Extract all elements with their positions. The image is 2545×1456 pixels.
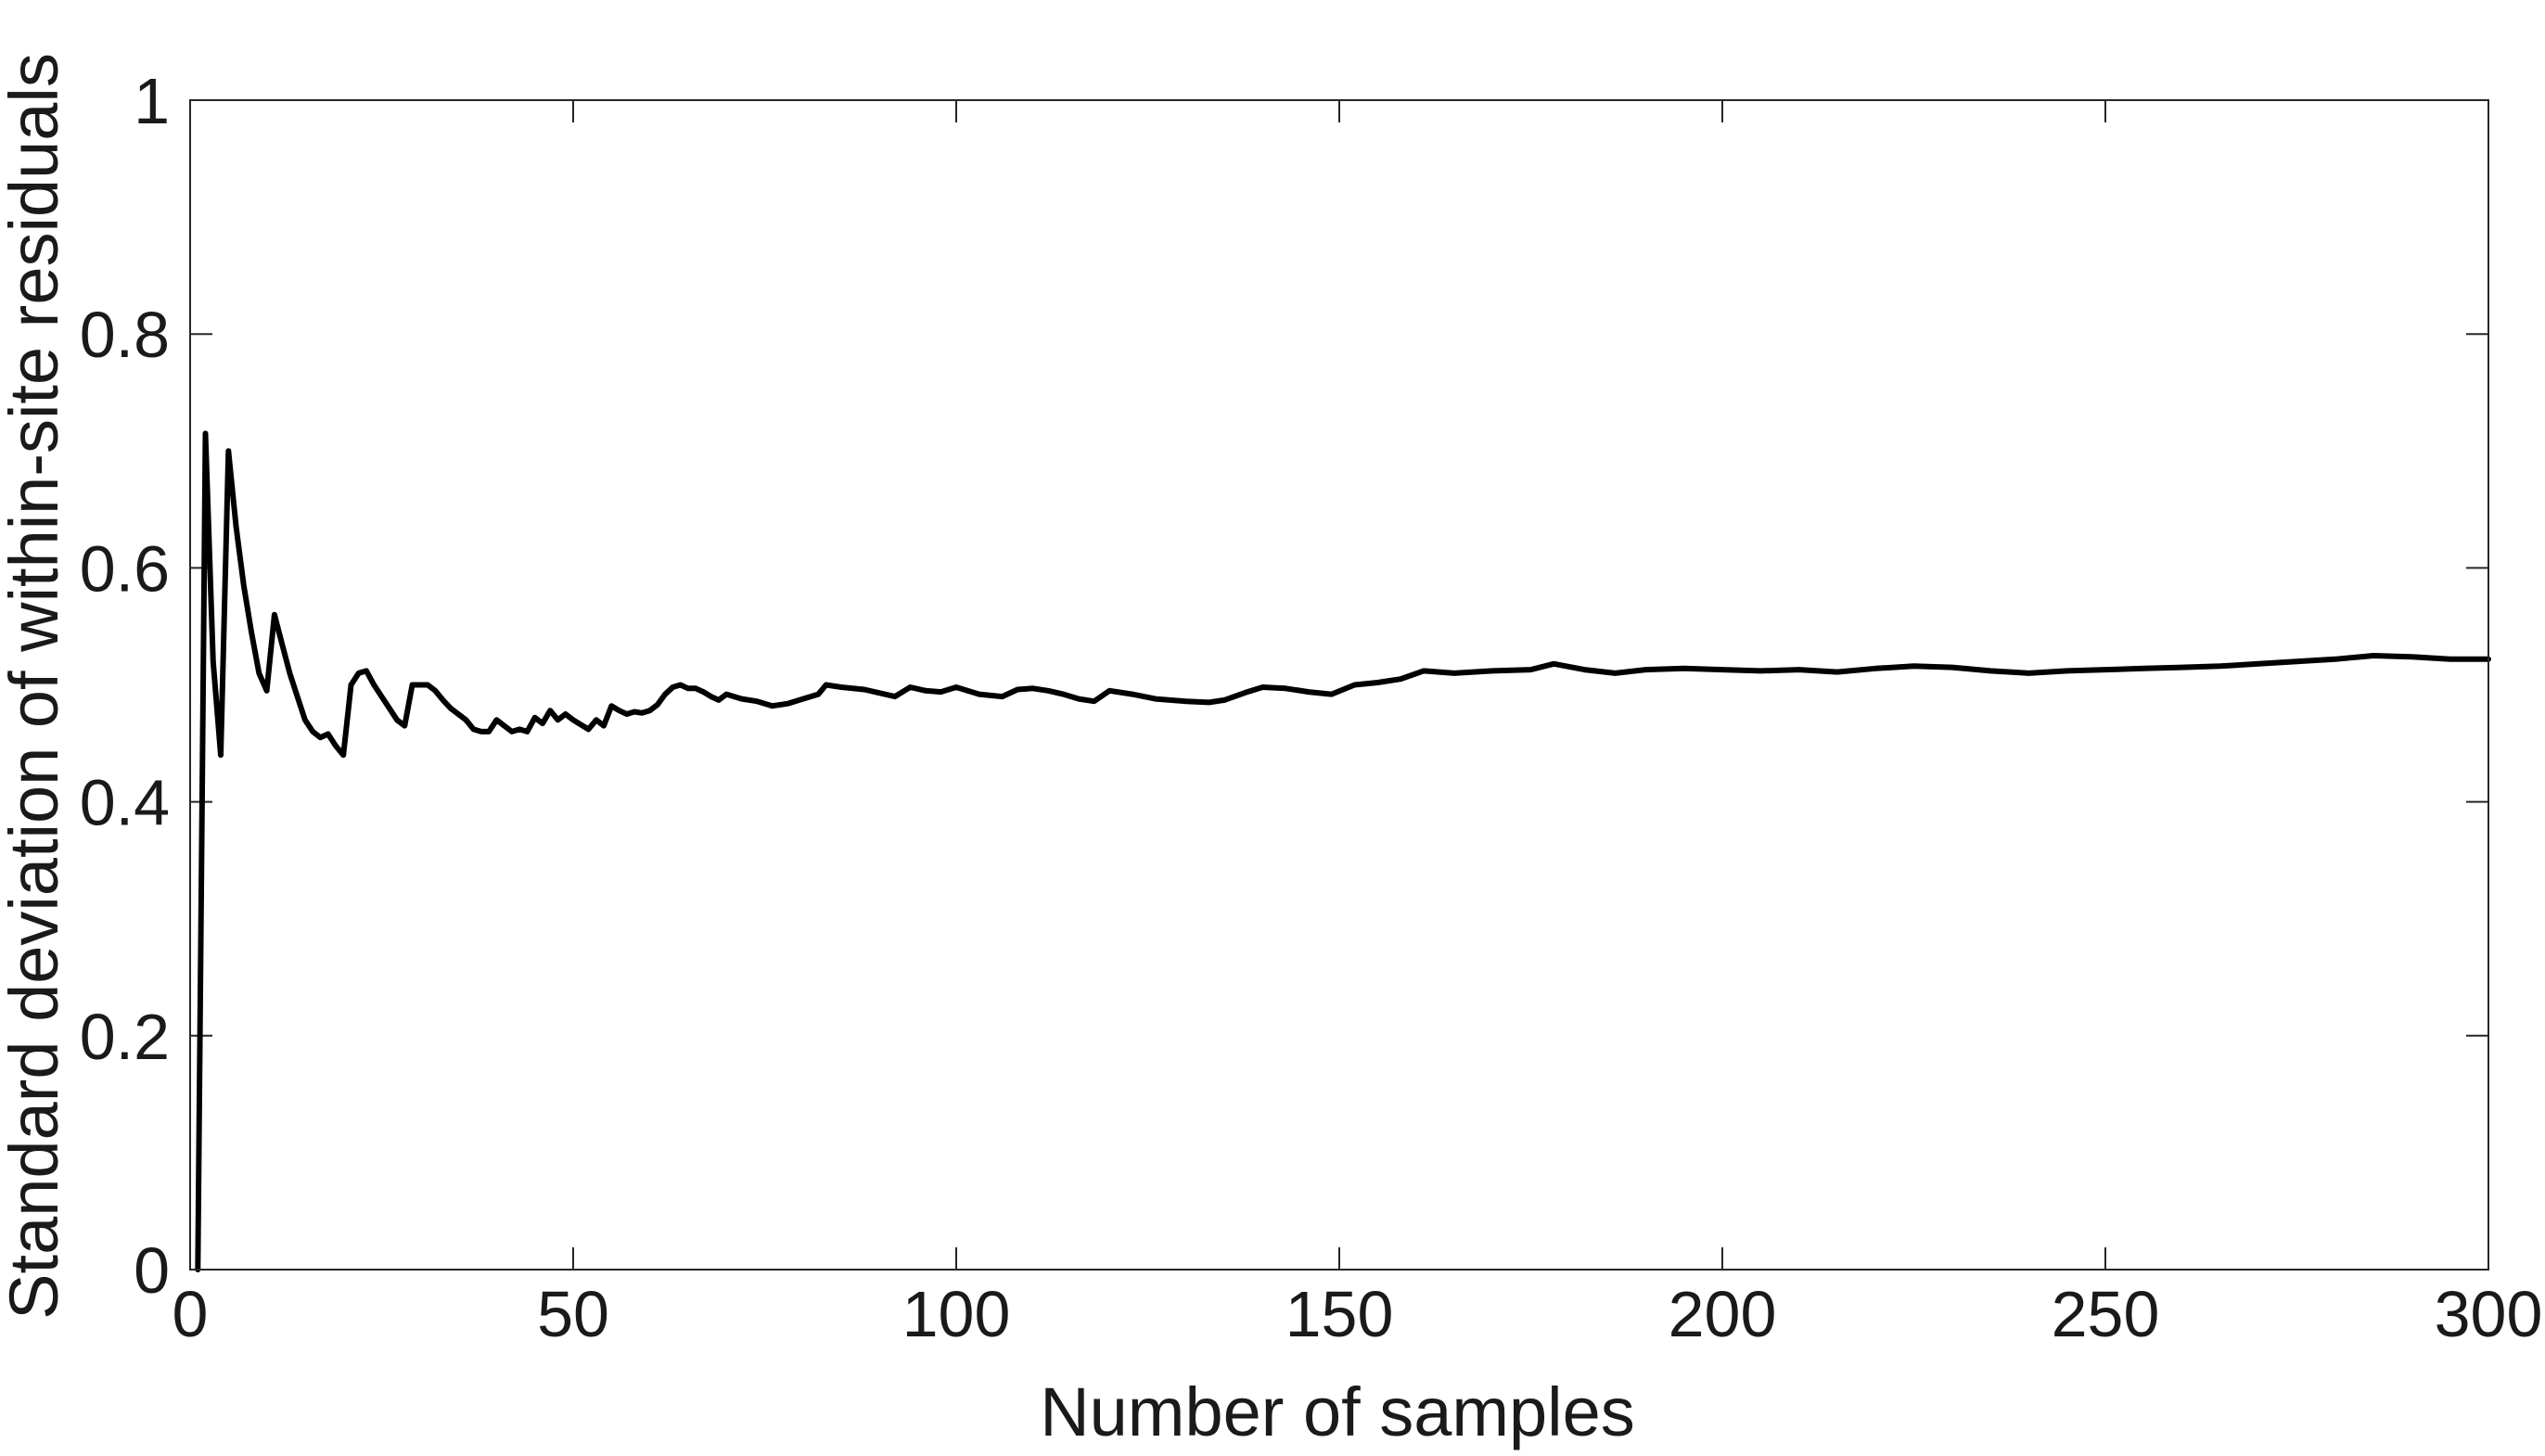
x-tick-label: 250 bbox=[2052, 1278, 2160, 1350]
x-axis-label: Number of samples bbox=[1040, 1373, 1635, 1450]
x-tick-label: 300 bbox=[2435, 1278, 2543, 1350]
y-tick-labels: 0 0.2 0.4 0.6 0.8 1 bbox=[80, 65, 170, 1307]
x-tick-label: 150 bbox=[1285, 1278, 1394, 1350]
x-tick-labels: 0 50 100 150 200 250 300 bbox=[173, 1278, 2543, 1350]
plot-area-box bbox=[189, 99, 2489, 1271]
y-tick-label: 0.2 bbox=[80, 1001, 170, 1073]
series-layer bbox=[195, 430, 2491, 1272]
x-tick-label: 0 bbox=[173, 1278, 209, 1350]
y-axis-label: Standard deviation of within-site residu… bbox=[0, 53, 72, 1320]
y-tick-label: 1 bbox=[134, 65, 170, 137]
x-tick-label: 100 bbox=[902, 1278, 1011, 1350]
x-tick-label: 50 bbox=[537, 1278, 609, 1350]
y-tick-label: 0.8 bbox=[80, 299, 170, 371]
y-tick-label: 0.6 bbox=[80, 532, 170, 605]
y-tick-label: 0.4 bbox=[80, 767, 170, 839]
series-line bbox=[195, 430, 2491, 1272]
x-tick-label: 200 bbox=[1669, 1278, 1777, 1350]
y-tick-label: 0 bbox=[134, 1234, 170, 1307]
